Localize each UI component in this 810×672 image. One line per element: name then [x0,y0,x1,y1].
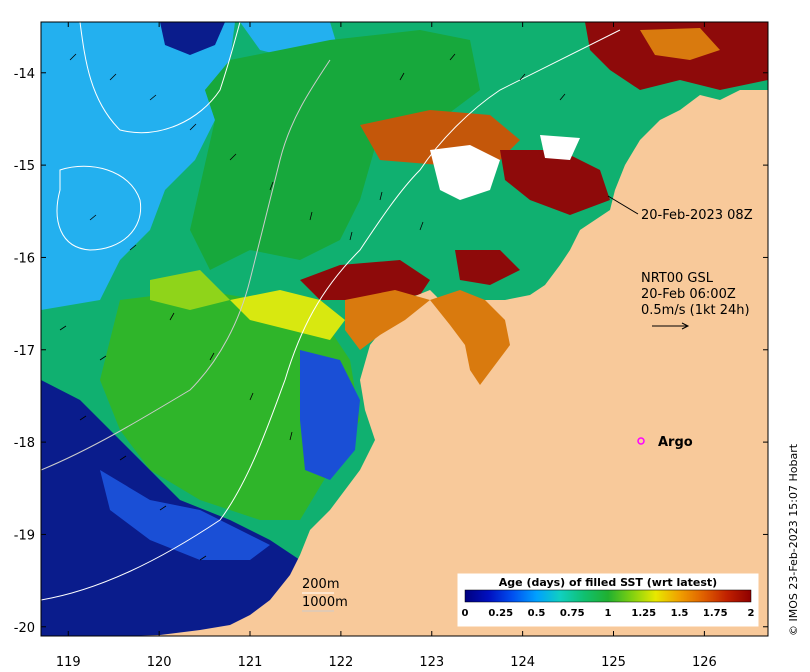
ocean-blue-coastal [300,350,360,480]
contour-1000m-line [41,59,331,471]
lat-tick-label: -19 [14,528,35,543]
land-kimberley [120,90,768,636]
lat-tick-label: -16 [14,251,35,266]
lon-tick-label: 121 [238,655,263,670]
legend-tick-label: 1 [605,608,612,619]
current-label-line1: NRT00 GSL [641,271,714,286]
lon-tick-label: 119 [56,655,81,670]
king-sound-estuary [430,290,510,385]
lat-tick-label: -18 [14,436,35,451]
lon-tick-label: 125 [601,655,626,670]
ocean-lime-patch [150,270,230,310]
argo-marker-icon [637,437,645,445]
legend-tick-label: 1.25 [631,608,656,619]
lon-tick-label: 123 [419,655,444,670]
ocean-light-blue-region [41,22,235,310]
ocean-white-cloud [430,145,500,200]
contour-200m-line [41,29,621,601]
legend-tick-label: 0.25 [488,608,513,619]
legend-colorbar [464,589,752,603]
plot-frame [40,21,769,637]
longitude-axis: 119 120 121 122 123 124 125 126 [56,22,717,670]
contour-200m-label: 200m [302,577,339,592]
lon-tick-label: 120 [147,655,172,670]
lat-tick-label: -17 [14,344,35,359]
lat-tick-label: -20 [14,621,35,636]
lat-tick-label: -15 [14,159,35,174]
coastal-orange-fringe [345,290,430,350]
current-scale-arrow-icon [652,322,690,330]
legend-tick-label: 1.75 [703,608,728,619]
ocean-shelf-green [100,290,360,520]
legend-ticks: 0 0.25 0.5 0.75 1 1.25 1.5 1.75 2 [462,608,755,619]
latitude-axis: -14 -15 -16 -17 -18 -19 -20 [14,67,768,636]
current-vectors [59,53,566,561]
credit-text: © IMOS 23-Feb-2023 15:07 Hobart [787,443,800,636]
lon-tick-label: 122 [328,655,353,670]
ocean-deep-blue-patch [160,22,225,55]
date-label: 20-Feb-2023 08Z [641,208,753,223]
legend-tick-label: 0 [462,608,469,619]
legend-tick-label: 0.5 [528,608,546,619]
lon-tick-label: 124 [510,655,535,670]
ocean-darkred-mid [300,260,430,300]
lat-tick-label: -14 [14,67,35,82]
ocean-darkred-mid-2 [455,250,520,285]
current-label-line3: 0.5m/s (1kt 24h) [641,303,750,318]
legend-tick-label: 1.5 [671,608,689,619]
ocean-mid-blue-region [100,470,270,560]
argo-label: Argo [658,435,693,450]
lon-tick-label: 126 [692,655,717,670]
map-plot-area [41,22,768,636]
contour-deep-line-nw [79,22,241,134]
date-label-leader [607,195,639,215]
contour-1000m-label: 1000m [302,595,348,610]
ocean-yellow-band [230,290,345,340]
legend-tick-label: 0.75 [560,608,585,619]
ocean-green-region [190,30,480,270]
ocean-orange-ne [640,28,720,60]
legend-title: Age (days) of filled SST (wrt latest) [499,576,717,589]
contour-deep-loop [56,165,142,251]
ocean-darkred-north [500,150,610,215]
ocean-white-cloud-2 [540,135,580,160]
current-label-line2: 20-Feb 06:00Z [641,287,736,302]
legend-tick-label: 2 [748,608,755,619]
